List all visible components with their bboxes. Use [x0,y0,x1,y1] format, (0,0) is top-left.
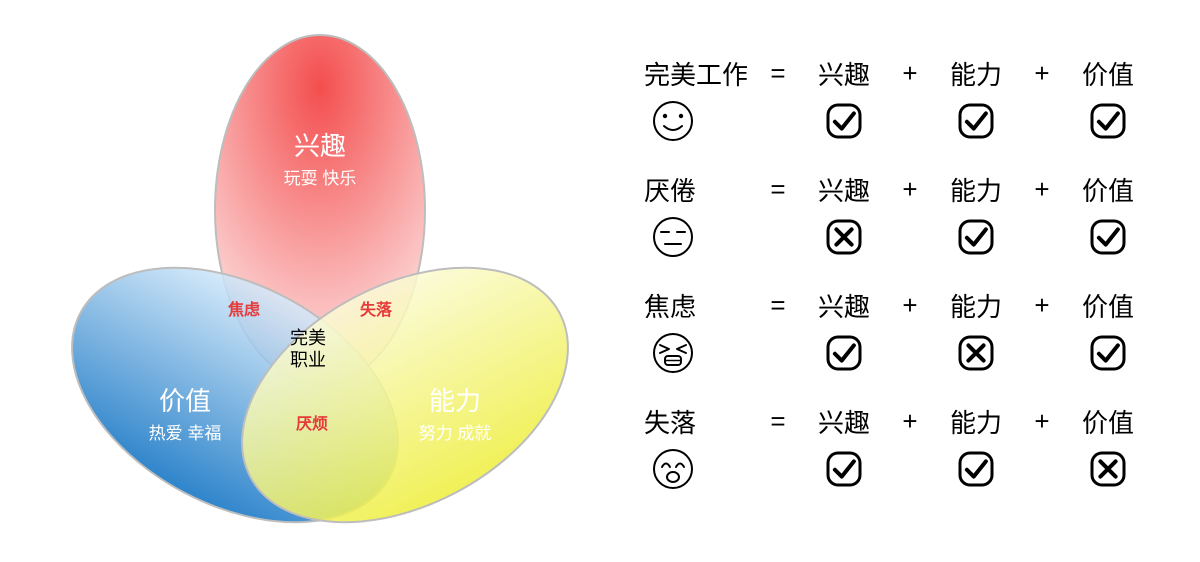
checkbox-checked-icon [1060,102,1156,145]
face-anxious-icon [640,332,760,379]
plus-sign: + [1024,58,1060,89]
eq-term-1: 能力 [928,403,1024,440]
equation-row-0: 完美工作=兴趣+能力+价值 [640,55,1180,92]
checkbox-cross-icon [1060,450,1156,493]
equation-label-2: 焦虑 [640,287,760,324]
equations-table: 完美工作=兴趣+能力+价值 厌倦=兴趣+能力+价值 焦虑=兴趣+能力+价值 [640,55,1180,519]
checkbox-checked-icon [1060,218,1156,261]
checkbox-checked-icon [1060,334,1156,377]
checkbox-cross-icon [796,218,892,261]
venn-svg [40,20,600,540]
face-meh-icon [640,216,760,263]
checkbox-checked-icon [928,218,1024,261]
equation-label-1: 厌倦 [640,171,760,208]
plus-sign: + [1024,174,1060,205]
equation-row-2: 焦虑=兴趣+能力+价值 [640,287,1180,324]
venn-diagram: 兴趣 玩耍 快乐 价值 热爱 幸福 能力 努力 成就 焦虑 失落 厌烦 完美 职… [40,20,600,540]
checkbox-checked-icon [796,102,892,145]
face-sad-icon [640,448,760,495]
plus-sign: + [892,290,928,321]
plus-sign: + [892,406,928,437]
face-happy-icon [640,100,760,147]
eq-term-1: 能力 [928,171,1024,208]
equation-label-3: 失落 [640,403,760,440]
plus-sign: + [892,58,928,89]
eq-term-2: 价值 [1060,287,1156,324]
checkbox-checked-icon [928,102,1024,145]
eq-term-1: 能力 [928,287,1024,324]
eq-term-0: 兴趣 [796,55,892,92]
eq-term-0: 兴趣 [796,171,892,208]
equals-sign: = [760,58,796,89]
plus-sign: + [1024,406,1060,437]
equation-label-0: 完美工作 [640,55,760,92]
eq-term-0: 兴趣 [796,403,892,440]
equation-icon-row-1 [640,216,1180,263]
checkbox-checked-icon [796,450,892,493]
eq-term-2: 价值 [1060,403,1156,440]
plus-sign: + [892,174,928,205]
checkbox-checked-icon [796,334,892,377]
equals-sign: = [760,406,796,437]
equation-row-1: 厌倦=兴趣+能力+价值 [640,171,1180,208]
equals-sign: = [760,174,796,205]
checkbox-checked-icon [928,450,1024,493]
eq-term-2: 价值 [1060,55,1156,92]
equals-sign: = [760,290,796,321]
eq-term-1: 能力 [928,55,1024,92]
plus-sign: + [1024,290,1060,321]
equation-icon-row-3 [640,448,1180,495]
checkbox-cross-icon [928,334,1024,377]
eq-term-0: 兴趣 [796,287,892,324]
eq-term-2: 价值 [1060,171,1156,208]
equation-icon-row-2 [640,332,1180,379]
equation-icon-row-0 [640,100,1180,147]
equation-row-3: 失落=兴趣+能力+价值 [640,403,1180,440]
